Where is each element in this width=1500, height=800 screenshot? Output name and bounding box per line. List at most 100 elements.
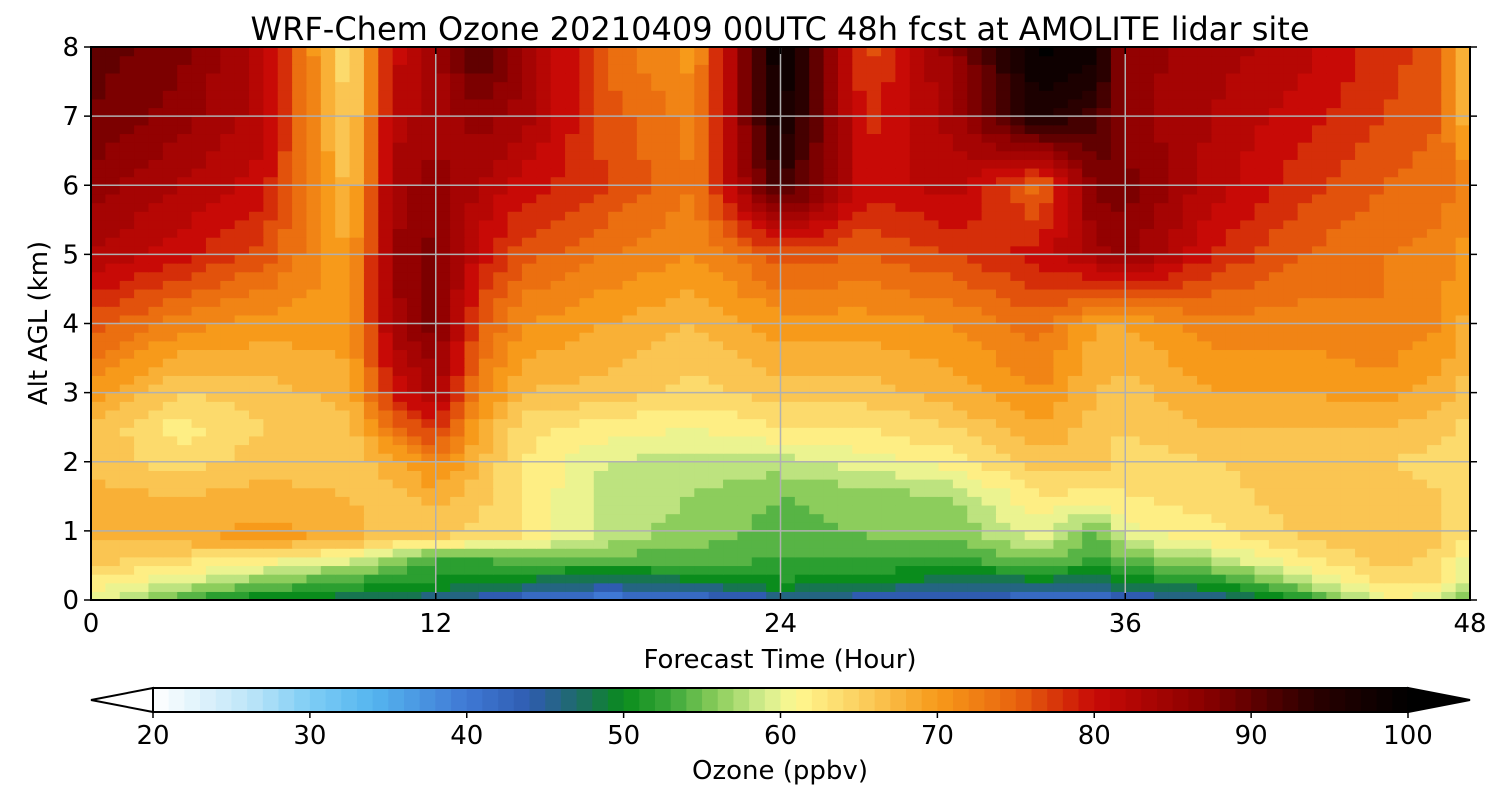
heatmap-cell <box>1139 219 1155 230</box>
heatmap-cell <box>507 461 523 471</box>
heatmap-cell <box>320 150 336 160</box>
heatmap-cell <box>407 427 422 437</box>
heatmap-cell <box>952 288 968 299</box>
heatmap-cell <box>277 202 293 212</box>
heatmap-cell <box>407 176 422 186</box>
heatmap-cell <box>177 349 193 359</box>
heatmap-cell <box>1067 193 1083 204</box>
heatmap-cell <box>1039 280 1055 290</box>
heatmap-cell <box>177 444 193 454</box>
heatmap-cell <box>1398 297 1414 307</box>
heatmap-cell <box>536 349 552 359</box>
heatmap-cell <box>119 211 135 221</box>
heatmap-cell <box>1110 211 1126 221</box>
heatmap-cell <box>1139 470 1155 480</box>
heatmap-cell <box>292 556 308 567</box>
heatmap-cell <box>780 418 796 428</box>
heatmap-cell <box>292 211 308 221</box>
heatmap-cell <box>938 504 954 515</box>
heatmap-cell <box>751 556 767 567</box>
heatmap-cell <box>220 280 236 290</box>
heatmap-cell <box>1096 254 1112 264</box>
heatmap-cell <box>306 591 322 600</box>
heatmap-cell <box>723 245 738 255</box>
heatmap-cell <box>823 254 839 264</box>
heatmap-cell <box>579 237 595 247</box>
heatmap-cell <box>823 401 839 411</box>
heatmap-cell <box>967 366 983 376</box>
heatmap-cell <box>105 254 121 264</box>
heatmap-cell <box>1268 176 1284 186</box>
heatmap-cell <box>536 591 552 600</box>
heatmap-cell <box>349 548 365 558</box>
heatmap-cell <box>392 444 408 454</box>
heatmap-cell <box>967 470 983 480</box>
heatmap-cell <box>1225 530 1241 541</box>
heatmap-cell <box>435 582 451 592</box>
heatmap-cell <box>579 271 595 281</box>
heatmap-cell <box>938 565 954 575</box>
heatmap-cell <box>1182 314 1198 325</box>
heatmap-cell <box>737 530 753 541</box>
heatmap-cell <box>823 513 839 523</box>
heatmap-cell <box>1426 306 1442 316</box>
heatmap-cell <box>924 340 940 351</box>
heatmap-cell <box>1110 159 1126 169</box>
heatmap-cell <box>1197 340 1213 351</box>
heatmap-cell <box>234 254 250 264</box>
heatmap-cell <box>91 453 106 463</box>
heatmap-cell <box>162 435 178 446</box>
heatmap-cell <box>277 280 293 290</box>
heatmap-cell <box>651 323 667 333</box>
heatmap-cell <box>1168 323 1184 333</box>
heatmap-cell <box>1211 496 1227 506</box>
heatmap-cell <box>1355 487 1371 497</box>
heatmap-cell <box>249 228 264 238</box>
heatmap-cell <box>363 349 379 359</box>
heatmap-cell <box>1441 288 1457 299</box>
heatmap-cell <box>1412 349 1428 359</box>
heatmap-cell <box>809 435 825 446</box>
heatmap-cell <box>249 159 264 169</box>
heatmap-cell <box>981 254 997 264</box>
heatmap-cell <box>1182 496 1198 506</box>
heatmap-cell <box>148 539 164 549</box>
heatmap-cell <box>435 548 451 558</box>
heatmap-cell <box>1110 297 1126 307</box>
heatmap-cell <box>1426 340 1442 351</box>
heatmap-cell <box>809 556 825 567</box>
heatmap-cell <box>1355 280 1371 290</box>
heatmap-cell <box>708 271 724 281</box>
heatmap-cell <box>335 435 351 446</box>
heatmap-cell <box>881 574 897 584</box>
heatmap-cell <box>363 383 379 394</box>
heatmap-cell <box>536 159 552 169</box>
heatmap-cell <box>277 323 293 333</box>
heatmap-cell <box>536 435 552 446</box>
heatmap-cell <box>536 548 552 558</box>
heatmap-cell <box>191 574 207 584</box>
heatmap-cell <box>320 332 336 342</box>
heatmap-cell <box>1082 401 1098 411</box>
heatmap-cell <box>177 323 193 333</box>
heatmap-cell <box>751 453 767 463</box>
heatmap-cell <box>91 591 106 600</box>
heatmap-cell <box>1067 453 1083 463</box>
heatmap-cell <box>837 556 853 567</box>
heatmap-cell <box>407 280 422 290</box>
heatmap-cell <box>1398 323 1414 333</box>
heatmap-cell <box>148 358 164 368</box>
heatmap-cell <box>335 332 351 342</box>
heatmap-cell <box>1024 479 1040 489</box>
heatmap-cell <box>608 487 624 497</box>
heatmap-cell <box>981 582 997 592</box>
heatmap-cell <box>91 349 106 359</box>
heatmap-cell <box>852 556 868 567</box>
heatmap-cell <box>306 340 322 351</box>
heatmap-cell <box>478 409 494 420</box>
heatmap-cell <box>1369 280 1385 290</box>
heatmap-cell <box>1211 504 1227 515</box>
heatmap-cell <box>952 401 968 411</box>
heatmap-cell <box>407 271 422 281</box>
heatmap-cell <box>1383 461 1399 471</box>
